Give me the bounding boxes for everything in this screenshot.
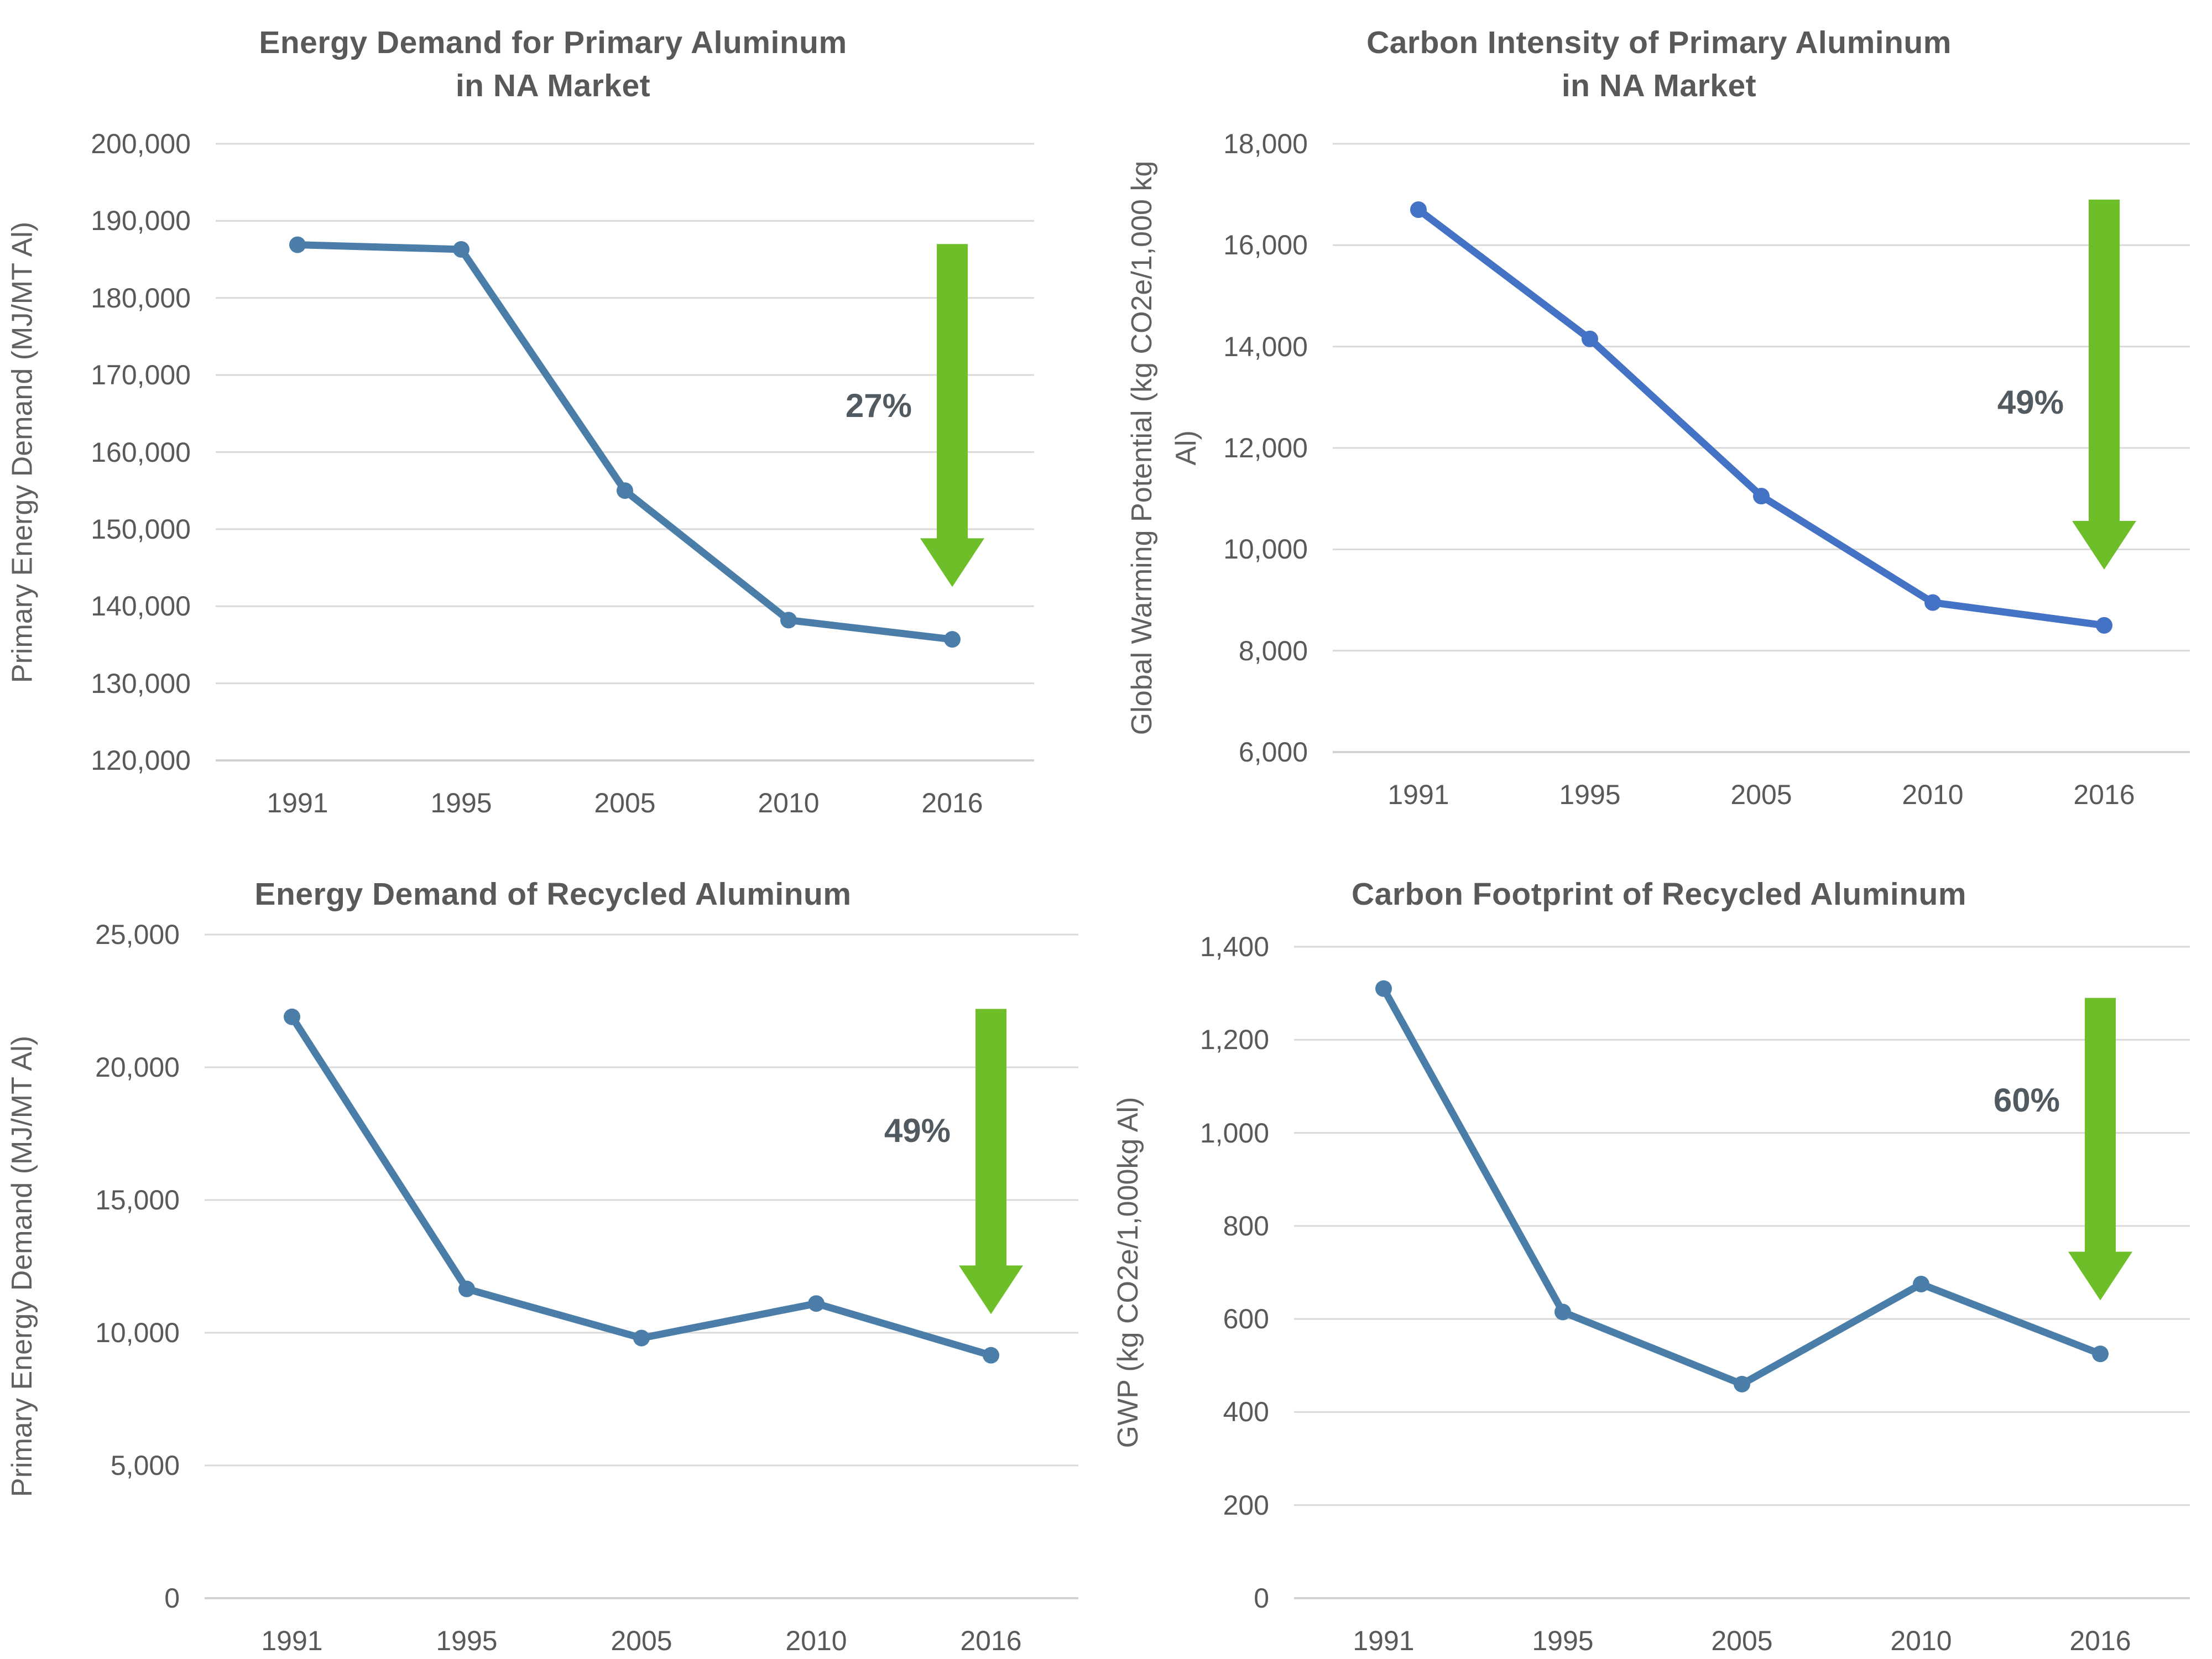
y-tick-label: 180,000 — [91, 282, 191, 314]
reduction-trend-arrow — [2068, 998, 2132, 1301]
data-point — [944, 631, 961, 648]
x-tick-label: 2016 — [2073, 779, 2135, 810]
y-tick-label: 18,000 — [1223, 128, 1308, 159]
reduction-trend-arrow — [2072, 199, 2136, 570]
x-tick-label: 2016 — [2069, 1625, 2131, 1656]
x-tick-label: 1995 — [436, 1625, 498, 1656]
x-tick-label: 2010 — [1890, 1625, 1952, 1656]
y-tick-label: 0 — [164, 1583, 180, 1614]
percent-reduction-label: 27% — [845, 387, 912, 424]
data-point — [1375, 980, 1392, 997]
y-tick-label: 150,000 — [91, 513, 191, 545]
data-point — [1554, 1303, 1571, 1321]
data-point — [1913, 1276, 1929, 1293]
y-tick-label: 600 — [1223, 1303, 1269, 1335]
data-point — [1753, 488, 1770, 505]
y-tick-label: 170,000 — [91, 359, 191, 391]
data-point — [2092, 1345, 2109, 1363]
y-tick-label: 16,000 — [1223, 229, 1308, 261]
y-tick-label: 1,000 — [1199, 1117, 1269, 1149]
x-tick-label: 2005 — [1730, 779, 1792, 810]
x-tick-label: 1995 — [430, 787, 492, 818]
chart-title-energy-recycled: Energy Demand of Recycled Aluminum — [254, 877, 852, 912]
x-tick-label: 1995 — [1559, 779, 1621, 810]
data-point — [633, 1329, 650, 1347]
x-tick-label: 2010 — [1902, 779, 1964, 810]
x-tick-label: 1991 — [267, 787, 328, 818]
data-point — [780, 612, 797, 629]
percent-reduction-label: 49% — [1997, 383, 2064, 421]
x-tick-label: 2005 — [594, 787, 656, 818]
y-tick-label: 1,400 — [1199, 931, 1269, 962]
x-tick-label: 2016 — [921, 787, 983, 818]
y-tick-label: 200,000 — [91, 128, 191, 159]
chart-title-carbon-recycled: Carbon Footprint of Recycled Aluminum — [1351, 877, 1967, 912]
percent-reduction-label: 49% — [884, 1112, 951, 1150]
data-point — [284, 1008, 300, 1025]
data-point — [1410, 201, 1427, 218]
data-point — [289, 236, 306, 253]
y-tick-label: 12,000 — [1223, 432, 1308, 463]
y-tick-label: 8,000 — [1238, 635, 1308, 666]
y-tick-label: 800 — [1223, 1210, 1269, 1241]
x-tick-label: 2005 — [1711, 1625, 1773, 1656]
data-point — [458, 1280, 475, 1297]
data-point — [617, 482, 633, 499]
data-point — [1734, 1375, 1750, 1392]
data-point — [1582, 330, 1598, 347]
y-tick-label: 120,000 — [91, 745, 191, 776]
y-tick-label: 6,000 — [1238, 737, 1308, 768]
series-line — [1380, 985, 2104, 1388]
chart-title-carbon-primary: Carbon Intensity of Primary Aluminum in … — [1366, 25, 1952, 103]
y-tick-label: 190,000 — [91, 205, 191, 237]
reduction-trend-arrow — [920, 244, 984, 587]
y-tick-label: 200 — [1223, 1489, 1269, 1521]
y-tick-label: 0 — [1254, 1583, 1269, 1614]
data-point — [983, 1347, 999, 1364]
y-tick-label: 15,000 — [95, 1185, 180, 1215]
series-line — [294, 241, 956, 643]
y-tick-label: 130,000 — [91, 667, 191, 699]
x-tick-label: 1995 — [1532, 1625, 1594, 1656]
percent-reduction-label: 60% — [1993, 1081, 2060, 1119]
x-tick-label: 2010 — [758, 787, 820, 818]
reduction-trend-arrow — [959, 1009, 1023, 1314]
y-tick-label: 10,000 — [95, 1317, 180, 1348]
x-tick-label: 1991 — [1353, 1625, 1415, 1656]
data-point — [1924, 594, 1941, 611]
x-tick-label: 2005 — [611, 1625, 672, 1656]
y-tick-label: 10,000 — [1223, 534, 1308, 565]
chart-title-energy-primary: Energy Demand for Primary Aluminum in NA… — [259, 25, 847, 103]
y-tick-label: 160,000 — [91, 436, 191, 468]
y-tick-label: 140,000 — [91, 591, 191, 622]
y-tick-label: 14,000 — [1223, 331, 1308, 362]
y-tick-label: 20,000 — [95, 1052, 180, 1083]
x-tick-label: 2010 — [785, 1625, 847, 1656]
data-point — [2096, 617, 2112, 634]
data-point — [453, 241, 469, 258]
x-tick-label: 1991 — [1387, 779, 1449, 810]
y-tick-label: 400 — [1223, 1396, 1269, 1428]
y-tick-label: 5,000 — [110, 1450, 180, 1481]
y-tick-label: 25,000 — [95, 919, 180, 950]
y-tick-label: 1,200 — [1199, 1024, 1269, 1056]
y-axis-label-energy-recycled: Primary Energy Demand (MJ/MT Al) — [6, 1035, 38, 1498]
x-tick-label: 1991 — [261, 1625, 323, 1656]
data-point — [808, 1295, 825, 1312]
x-tick-label: 2016 — [960, 1625, 1022, 1656]
